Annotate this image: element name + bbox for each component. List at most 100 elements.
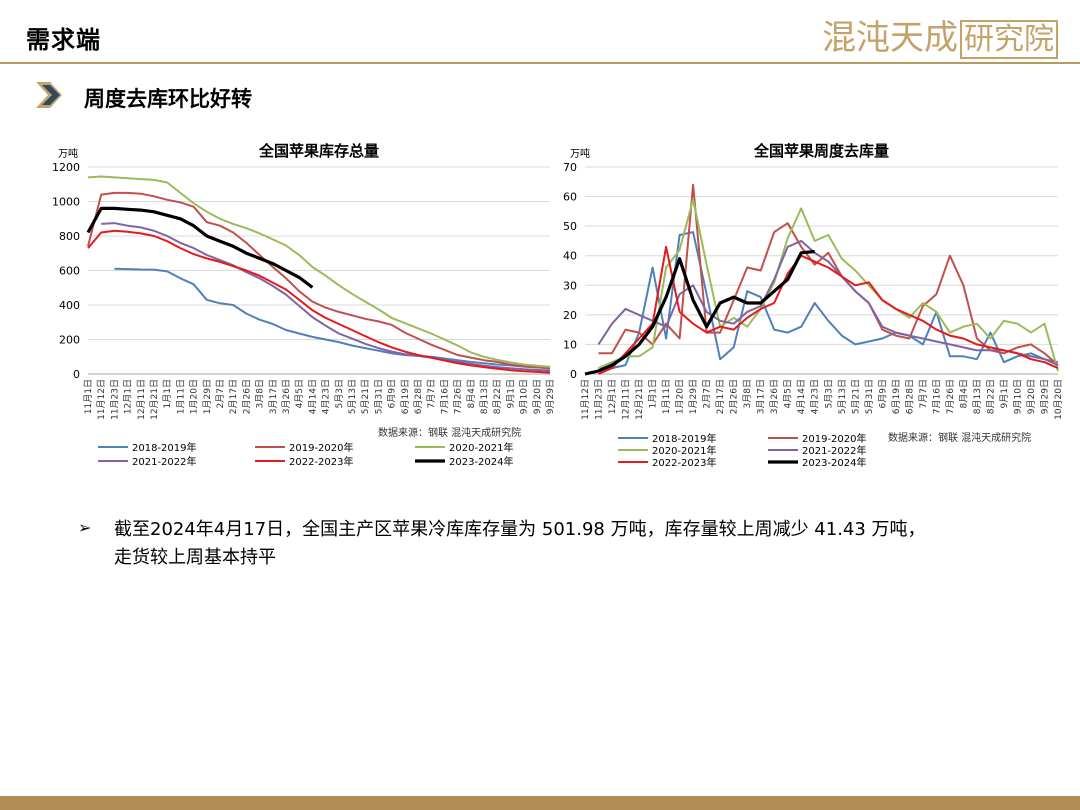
x-tick-label: 3月8日 [255, 379, 266, 408]
series-line-2023-2024年 [584, 249, 815, 376]
x-tick-label: 2月17日 [715, 379, 726, 414]
x-tick-label: 4月23日 [321, 379, 332, 414]
x-tick-label: 9月1日 [505, 379, 516, 408]
x-tick-label: 9月20日 [1026, 379, 1037, 414]
y-tick-label: 60 [563, 191, 577, 204]
x-tick-label: 6月9日 [387, 379, 398, 408]
series-line-2020-2021年 [87, 175, 551, 368]
x-tick-label: 7月7日 [426, 379, 437, 408]
x-tick-label: 5月21日 [360, 379, 371, 414]
x-tick-label: 12月1日 [607, 379, 618, 414]
weekly-destock-chart: 全国苹果周度去库量 万吨 0 10 20 30 40 50 60 70 11月12日 11月23日 12… [548, 135, 1078, 475]
logo-main: 混沌天成 [822, 18, 958, 58]
x-tick-label: 7月26日 [945, 379, 956, 414]
x-tick-label: 1月29日 [202, 379, 213, 414]
y-tick-label: 70 [563, 161, 577, 174]
x-tick-label: 3月26日 [769, 379, 780, 414]
x-tick-label: 7月7日 [918, 379, 929, 408]
footer-bar [0, 796, 1080, 810]
y-tick-label: 20 [563, 309, 577, 322]
y-tick-label: 0 [73, 368, 80, 381]
page-title: 需求端 [26, 26, 101, 54]
x-tick-label: 1月11日 [175, 379, 186, 414]
legend-label: 2021-2022年 [802, 444, 867, 457]
legend-label: 2022-2023年 [652, 456, 717, 469]
series-line-2023-2024年 [86, 206, 314, 289]
y-axis-unit-label: 万吨 [570, 147, 590, 160]
x-tick-label: 6月9日 [877, 379, 888, 408]
series-line-2022-2023年 [87, 229, 551, 374]
y-tick-label: 200 [59, 334, 80, 347]
summary-line-1: 截至2024年4月17日，全国主产区苹果冷库库存量为 501.98 万吨，库存量… [114, 519, 926, 540]
x-tick-label: 1月20日 [675, 379, 686, 414]
x-tick-label: 4月5日 [783, 379, 794, 408]
x-tick-label: 9月10日 [519, 379, 530, 414]
x-tick-label: 5月13日 [837, 379, 848, 414]
y-tick-label: 800 [59, 230, 80, 243]
x-tick-label: 4月23日 [810, 379, 821, 414]
series-line-2022-2023年 [598, 245, 1059, 375]
series-line-2019-2020年 [87, 191, 551, 369]
x-tick-label: 9月29日 [1039, 379, 1050, 414]
y-tick-label: 1000 [52, 196, 80, 209]
x-tick-label: 6月19日 [891, 379, 902, 414]
x-tick-label: 2月26日 [241, 379, 252, 414]
x-tick-label: 1月29日 [688, 379, 699, 414]
x-tick-label: 12月11日 [621, 379, 632, 420]
x-tick-label: 12月11日 [136, 379, 147, 420]
y-tick-label: 10 [563, 338, 577, 351]
y-tick-label: 600 [59, 265, 80, 278]
x-tick-label: 6月19日 [400, 379, 411, 414]
x-tick-label: 4月14日 [796, 379, 807, 414]
legend-label: 2018-2019年 [652, 432, 717, 445]
y-tick-label: 50 [563, 220, 577, 233]
series-line-2019-2020年 [598, 183, 1059, 366]
y-tick-label: 400 [59, 299, 80, 312]
x-tick-label: 1月20日 [189, 379, 200, 414]
bullet-arrow-icon: ➢ [78, 518, 92, 537]
series-line-2021-2022年 [597, 239, 1059, 367]
y-tick-label: 1200 [52, 161, 80, 174]
chart-title: 全国苹果周度去库量 [753, 142, 889, 160]
x-tick-label: 8月4日 [466, 379, 477, 408]
legend-label: 2019-2020年 [289, 441, 354, 454]
x-tick-label: 8月22日 [492, 379, 503, 414]
x-tick-label: 5月31日 [373, 379, 384, 414]
x-tick-label: 8月22日 [985, 379, 996, 414]
x-tick-label: 6月28日 [904, 379, 915, 414]
chevron-right-icon [36, 82, 62, 108]
x-tick-label: 2月26日 [729, 379, 740, 414]
x-tick-label: 4月14日 [307, 379, 318, 414]
x-tick-label: 10月20日 [1053, 379, 1064, 420]
x-tick-label: 8月13日 [479, 379, 490, 414]
summary-text: 截至2024年4月17日，全国主产区苹果冷库库存量为 501.98 万吨，库存量… [114, 516, 1054, 572]
x-tick-label: 7月16日 [931, 379, 942, 414]
legend-label: 2019-2020年 [802, 432, 867, 445]
x-tick-label: 9月10日 [1012, 379, 1023, 414]
source-note: 数据来源：钢联 混沌天成研究院 [378, 426, 521, 439]
summary-line-2: 走货较上周基本持平 [114, 547, 276, 568]
x-tick-label: 3月17日 [268, 379, 279, 414]
x-tick-label: 1月11日 [661, 379, 672, 414]
legend-label: 2021-2022年 [132, 455, 197, 468]
x-tick-label: 2月7日 [702, 379, 713, 408]
x-tick-label: 5月3日 [823, 379, 834, 408]
x-tick-label: 12月1日 [123, 379, 134, 414]
x-tick-label: 5月31日 [864, 379, 875, 414]
legend-label: 2023-2024年 [802, 456, 867, 469]
y-tick-label: 40 [563, 250, 577, 263]
legend-label: 2023-2024年 [449, 455, 514, 468]
legend-label: 2018-2019年 [132, 441, 197, 454]
x-tick-label: 1月1日 [162, 379, 173, 408]
source-note: 数据来源：钢联 混沌天成研究院 [888, 431, 1031, 444]
x-tick-label: 4月5日 [294, 379, 305, 408]
x-tick-label: 2月7日 [215, 379, 226, 408]
legend-label: 2020-2021年 [449, 441, 514, 454]
x-tick-label: 9月29日 [545, 379, 556, 414]
section-title: 周度去库环比好转 [84, 87, 252, 111]
logo-boxed: 研究院 [960, 20, 1058, 59]
x-tick-label: 6月28日 [413, 379, 424, 414]
x-tick-label: 9月20日 [532, 379, 543, 414]
x-tick-label: 11月23日 [109, 379, 120, 420]
